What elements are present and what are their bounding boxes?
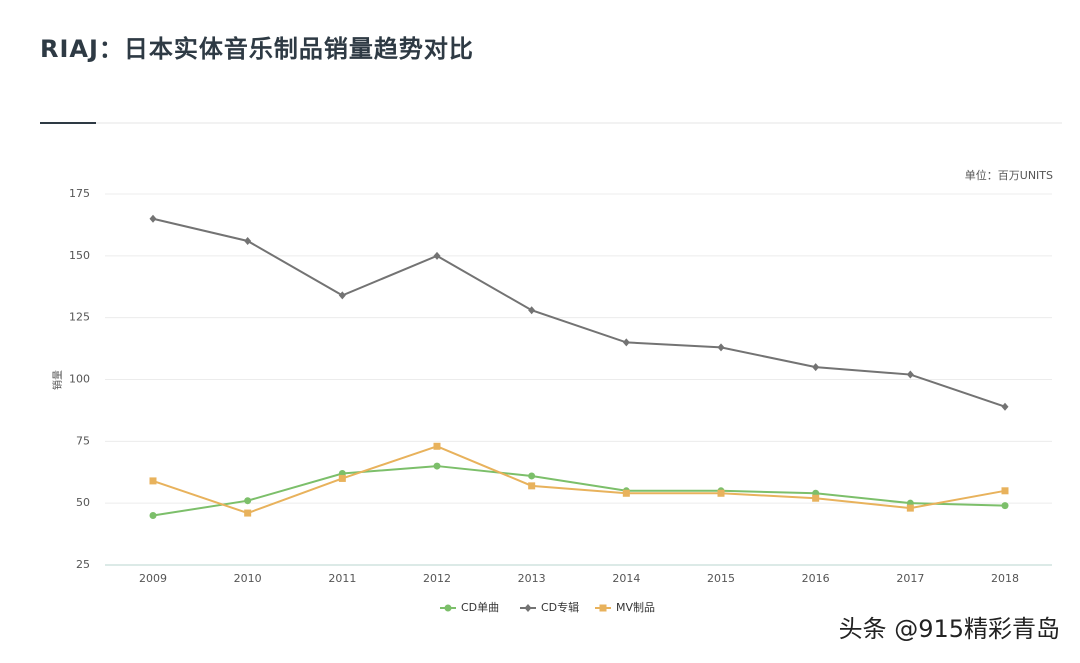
data-point (717, 343, 725, 352)
data-point (149, 214, 157, 223)
legend-label: CD专辑 (541, 600, 579, 614)
y-tick-label: 50 (76, 496, 90, 509)
data-point (338, 474, 346, 482)
y-tick-label: 175 (69, 187, 90, 200)
legend-label: CD单曲 (461, 601, 499, 614)
x-tick-label: 2013 (518, 572, 546, 585)
data-point (338, 291, 346, 300)
data-point (244, 509, 252, 517)
data-point (528, 472, 536, 480)
x-tick-label: 2014 (612, 572, 640, 585)
x-tick-label: 2012 (423, 572, 451, 585)
y-tick-label: 100 (69, 373, 90, 386)
data-point (149, 477, 157, 485)
y-tick-label: 75 (76, 434, 90, 447)
data-point (717, 489, 725, 497)
y-tick-label: 150 (69, 249, 90, 262)
y-tick-label: 125 (69, 311, 90, 324)
x-tick-label: 2010 (234, 572, 262, 585)
data-point (244, 497, 252, 505)
series-line (152, 465, 1006, 517)
data-point (906, 504, 914, 512)
data-point (906, 370, 914, 379)
series-line (152, 217, 1006, 408)
x-tick-label: 2016 (802, 572, 830, 585)
data-point (1001, 487, 1009, 495)
data-point (812, 363, 820, 372)
data-point (244, 236, 252, 245)
y-axis-label: 销量 (51, 370, 64, 390)
x-tick-label: 2009 (139, 572, 167, 585)
x-tick-label: 2015 (707, 572, 735, 585)
y-tick-label: 25 (76, 558, 90, 571)
legend-label: MV制品 (616, 601, 655, 614)
data-point (622, 489, 630, 497)
legend-marker (599, 604, 607, 612)
watermark: 头条 @915精彩青岛 (839, 615, 1060, 643)
data-point (812, 494, 820, 502)
data-point (1001, 502, 1009, 510)
data-point (149, 512, 157, 520)
legend-marker (524, 604, 532, 612)
legend-marker (444, 604, 452, 612)
data-point (433, 251, 441, 260)
x-tick-label: 2011 (328, 572, 356, 585)
series-line (152, 445, 1006, 515)
x-tick-label: 2018 (991, 572, 1019, 585)
data-point (528, 306, 536, 315)
data-point (528, 482, 536, 490)
data-point (433, 442, 441, 450)
data-point (622, 338, 630, 347)
x-tick-label: 2017 (896, 572, 924, 585)
data-point (1001, 402, 1009, 411)
data-point (433, 462, 441, 470)
chart-title: RIAJ：日本实体音乐制品销量趋势对比 (40, 35, 474, 63)
unit-label: 单位：百万UNITS (965, 168, 1053, 182)
